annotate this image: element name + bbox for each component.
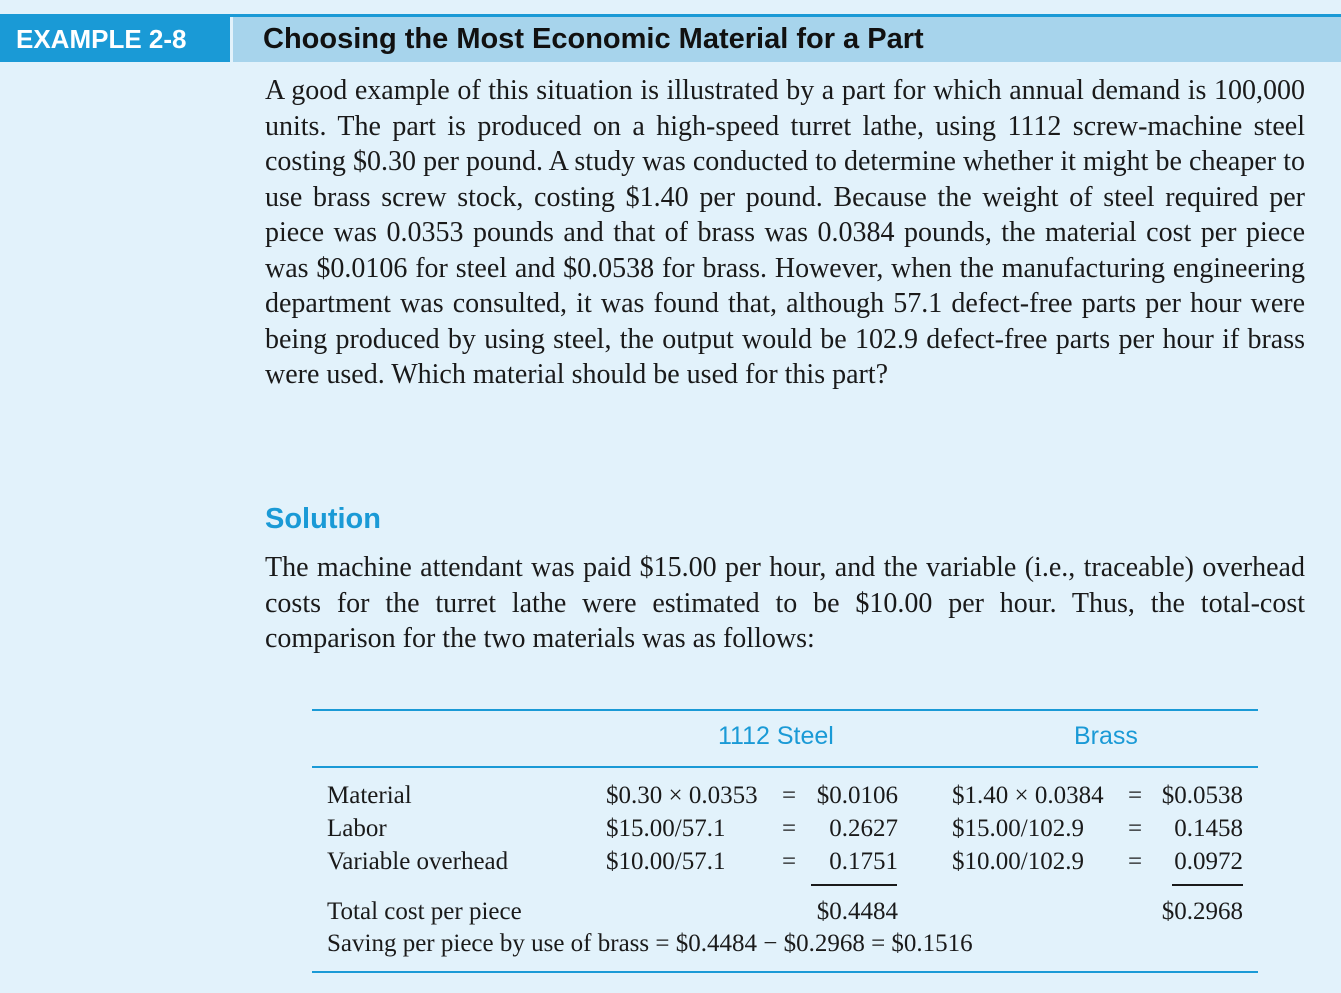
table-header-rule bbox=[312, 766, 1258, 768]
brass-total-value: $0.2968 bbox=[1161, 898, 1243, 925]
steel-total-value: $0.4484 bbox=[816, 898, 898, 925]
problem-paragraph: A good example of this situation is illu… bbox=[265, 75, 1305, 390]
steel-formula-material: $0.30 × 0.0353 bbox=[606, 782, 758, 809]
brass-equals-overhead: = bbox=[1128, 848, 1143, 875]
header-top-rule bbox=[0, 14, 1341, 17]
row-label-material: Material bbox=[327, 782, 412, 809]
row-label-total: Total cost per piece bbox=[327, 898, 522, 925]
example-title: Choosing the Most Economic Material for … bbox=[263, 23, 924, 55]
title-bar bbox=[233, 17, 1341, 62]
column-header-steel: 1112 Steel bbox=[718, 722, 834, 750]
steel-value-labor: 0.2627 bbox=[829, 815, 898, 842]
brass-value-material: $0.0538 bbox=[1161, 782, 1243, 809]
steel-equals-labor: = bbox=[782, 815, 797, 842]
table-top-rule bbox=[312, 709, 1258, 711]
steel-value-overhead: 0.1751 bbox=[829, 848, 898, 875]
steel-sum-underline bbox=[811, 884, 897, 886]
brass-value-labor: 0.1458 bbox=[1174, 815, 1243, 842]
row-label-labor: Labor bbox=[327, 815, 387, 842]
row-label-variable-overhead: Variable overhead bbox=[327, 848, 509, 875]
column-header-brass: Brass bbox=[1074, 722, 1138, 750]
brass-sum-underline bbox=[1172, 884, 1243, 886]
solution-paragraph: The machine attendant was paid $15.00 pe… bbox=[265, 552, 1305, 654]
steel-value-material: $0.0106 bbox=[816, 782, 898, 809]
example-label: EXAMPLE 2-8 bbox=[0, 17, 230, 62]
solution-heading: Solution bbox=[265, 503, 381, 535]
steel-formula-labor: $15.00/57.1 bbox=[606, 815, 726, 842]
steel-equals-material: = bbox=[782, 782, 797, 809]
brass-formula-material: $1.40 × 0.0384 bbox=[952, 782, 1104, 809]
table-bottom-rule bbox=[312, 971, 1258, 973]
saving-per-piece: Saving per piece by use of brass = $0.44… bbox=[327, 930, 973, 957]
brass-equals-labor: = bbox=[1128, 815, 1143, 842]
brass-equals-material: = bbox=[1128, 782, 1143, 809]
brass-formula-labor: $15.00/102.9 bbox=[952, 815, 1084, 842]
steel-equals-overhead: = bbox=[782, 848, 797, 875]
brass-formula-overhead: $10.00/102.9 bbox=[952, 848, 1084, 875]
steel-formula-overhead: $10.00/57.1 bbox=[606, 848, 726, 875]
brass-value-overhead: 0.0972 bbox=[1174, 848, 1243, 875]
